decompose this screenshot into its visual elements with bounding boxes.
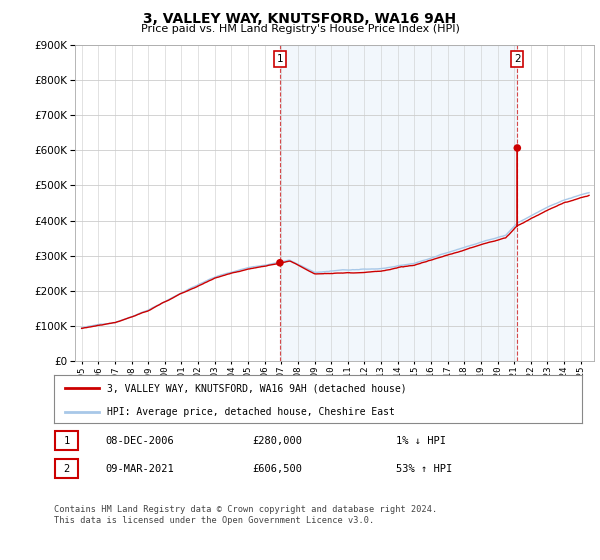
Text: 1% ↓ HPI: 1% ↓ HPI (396, 436, 446, 446)
Text: Contains HM Land Registry data © Crown copyright and database right 2024.
This d: Contains HM Land Registry data © Crown c… (54, 505, 437, 525)
Text: 2: 2 (514, 54, 521, 64)
Text: 1: 1 (277, 54, 283, 64)
Text: 53% ↑ HPI: 53% ↑ HPI (396, 464, 452, 474)
Bar (280, 45, 517, 361)
Text: 3, VALLEY WAY, KNUTSFORD, WA16 9AH: 3, VALLEY WAY, KNUTSFORD, WA16 9AH (143, 12, 457, 26)
FancyBboxPatch shape (55, 431, 78, 450)
Text: £606,500: £606,500 (252, 464, 302, 474)
Point (512, 143, 522, 152)
Point (275, 258, 285, 267)
Text: 1: 1 (64, 436, 70, 446)
Text: 09-MAR-2021: 09-MAR-2021 (105, 464, 174, 474)
Text: Price paid vs. HM Land Registry's House Price Index (HPI): Price paid vs. HM Land Registry's House … (140, 24, 460, 34)
Text: 2: 2 (64, 464, 70, 474)
Text: HPI: Average price, detached house, Cheshire East: HPI: Average price, detached house, Ches… (107, 407, 395, 417)
Text: 08-DEC-2006: 08-DEC-2006 (105, 436, 174, 446)
FancyBboxPatch shape (55, 459, 78, 478)
Text: 3, VALLEY WAY, KNUTSFORD, WA16 9AH (detached house): 3, VALLEY WAY, KNUTSFORD, WA16 9AH (deta… (107, 383, 406, 393)
Text: £280,000: £280,000 (252, 436, 302, 446)
